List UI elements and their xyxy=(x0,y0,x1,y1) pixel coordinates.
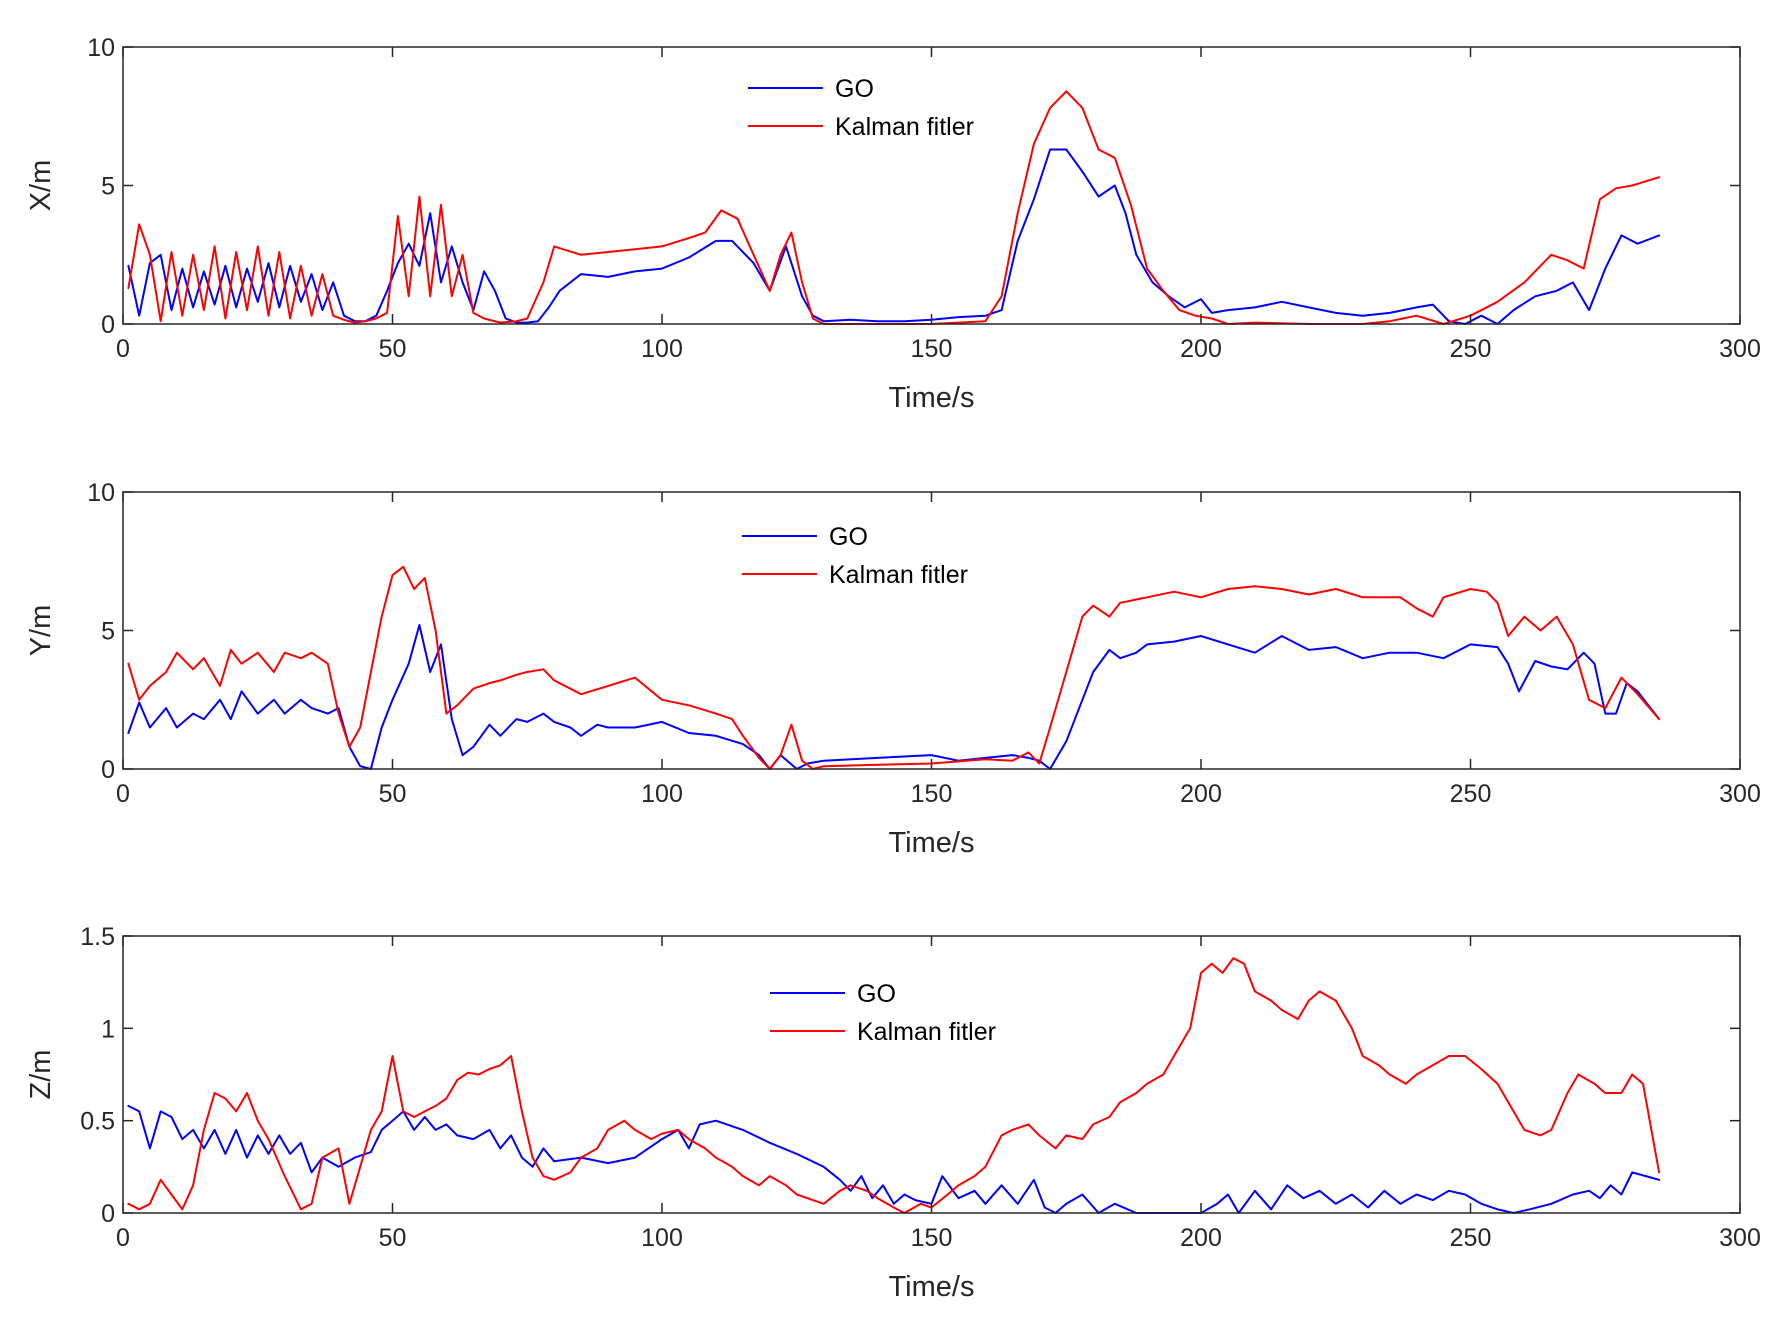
y-tick-label: 5 xyxy=(101,618,115,646)
x-tick-label: 200 xyxy=(1180,780,1222,808)
y-tick-label: 1 xyxy=(101,1015,115,1043)
x-axis-title: Time/s xyxy=(889,827,975,859)
y-tick-label: 0 xyxy=(101,1200,115,1228)
x-tick-label: 150 xyxy=(911,335,953,363)
series-line-kalman xyxy=(127,957,1661,1214)
x-tick-label: 150 xyxy=(911,1224,953,1252)
x-tick-label: 0 xyxy=(116,780,130,808)
plot-frame xyxy=(122,491,1741,770)
x-axis-title: Time/s xyxy=(889,1271,975,1303)
x-tick-label: 50 xyxy=(379,335,407,363)
panel-y: 0 50 100 150 200 250 300 0 5 10 Time/s Y/m GO Kalman … xyxy=(25,479,1761,859)
x-tick-label: 200 xyxy=(1180,335,1222,363)
x-tick-label: 250 xyxy=(1450,335,1492,363)
x-tick-label: 300 xyxy=(1719,1224,1761,1252)
y-tick-label: 5 xyxy=(101,173,115,201)
panel-x: 0 50 100 150 200 250 300 0 5 10 Time/s X/m GO Kalman … xyxy=(25,34,1761,414)
legend-label-go: GO xyxy=(835,75,874,103)
y-axis-title: X/m xyxy=(25,160,57,212)
legend: GO Kalman fitler xyxy=(742,523,968,589)
legend-label-go: GO xyxy=(829,523,868,551)
x-tick-label: 50 xyxy=(379,1224,407,1252)
panel-z: 0 50 100 150 200 250 300 0 0.5 1 1.5 Time/s Z/m GO Kal… xyxy=(25,923,1761,1303)
y-axis-title: Y/m xyxy=(25,605,57,657)
legend-label-go: GO xyxy=(857,980,896,1008)
series-line-kalman xyxy=(127,565,1661,770)
legend: GO Kalman fitler xyxy=(748,75,974,141)
y-tick-label: 0 xyxy=(101,311,115,339)
legend: GO Kalman fitler xyxy=(770,980,996,1046)
plot-frame xyxy=(122,46,1741,325)
x-tick-label: 250 xyxy=(1450,780,1492,808)
legend-label-kalman: Kalman fitler xyxy=(829,561,968,589)
plot-frame xyxy=(122,935,1741,1214)
y-tick-label: 0 xyxy=(101,756,115,784)
series-line-kalman xyxy=(127,90,1661,325)
x-tick-label: 300 xyxy=(1719,335,1761,363)
y-tick-label: 0.5 xyxy=(80,1108,115,1136)
y-tick-label: 1.5 xyxy=(80,923,115,951)
y-axis-title: Z/m xyxy=(25,1050,57,1100)
x-tick-label: 250 xyxy=(1450,1224,1492,1252)
series-line-go xyxy=(127,1104,1661,1214)
series-line-go xyxy=(127,624,1661,770)
legend-label-kalman: Kalman fitler xyxy=(857,1018,996,1046)
y-tick-label: 10 xyxy=(87,34,115,62)
x-tick-label: 0 xyxy=(116,1224,130,1252)
y-tick-label: 10 xyxy=(87,479,115,507)
x-tick-label: 0 xyxy=(116,335,130,363)
series-line-go xyxy=(127,148,1661,325)
x-tick-label: 100 xyxy=(641,1224,683,1252)
x-axis-title: Time/s xyxy=(889,382,975,414)
x-tick-label: 300 xyxy=(1719,780,1761,808)
x-tick-label: 100 xyxy=(641,335,683,363)
legend-label-kalman: Kalman fitler xyxy=(835,113,974,141)
x-tick-label: 50 xyxy=(379,780,407,808)
x-tick-label: 200 xyxy=(1180,1224,1222,1252)
x-tick-label: 150 xyxy=(911,780,953,808)
x-tick-label: 100 xyxy=(641,780,683,808)
